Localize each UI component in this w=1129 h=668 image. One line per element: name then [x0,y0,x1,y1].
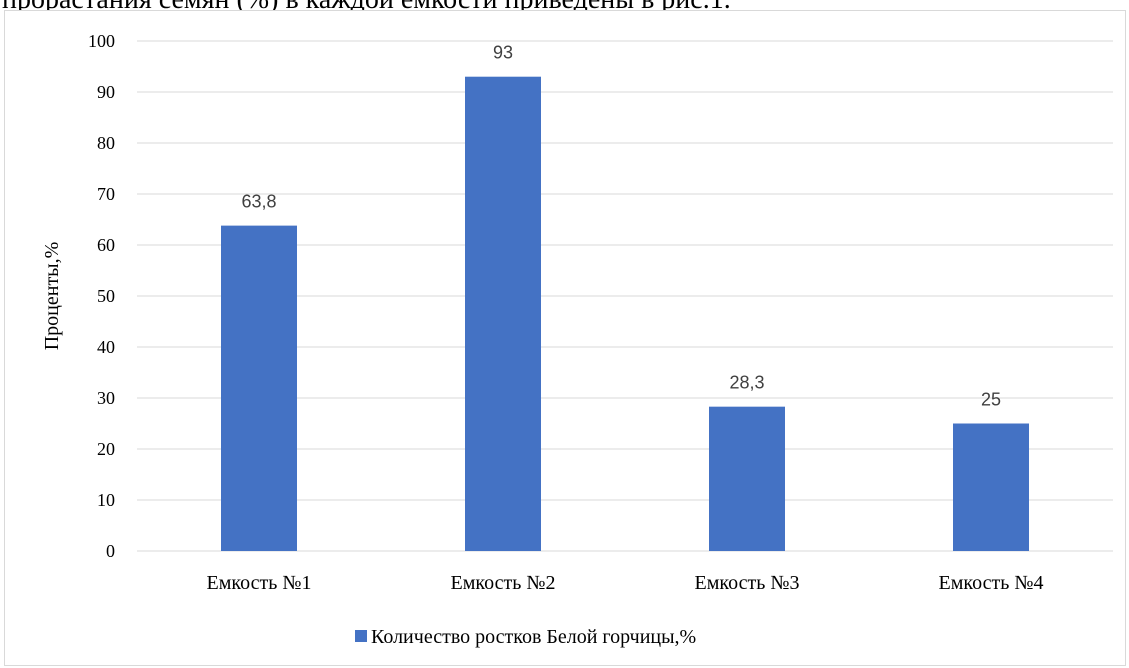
bar-4 [953,423,1029,551]
category-label-2: Емкость №2 [451,572,556,594]
y-tick-label: 80 [97,133,115,153]
data-labels: 63,8 93 28,3 25 [241,43,1001,410]
data-label-2: 93 [493,43,513,63]
y-tick-label: 30 [97,388,115,408]
y-tick-label: 90 [97,82,115,102]
category-label-3: Емкость №3 [695,572,800,594]
y-tick-label: 20 [97,439,115,459]
y-tick-label: 0 [106,541,115,561]
y-axis-ticks: 0 10 20 30 40 50 60 70 80 90 100 [88,31,115,561]
data-label-1: 63,8 [241,192,276,212]
gridlines [137,40,1113,552]
category-label-4: Емкость №4 [939,572,1044,594]
data-label-3: 28,3 [729,373,764,393]
x-axis-categories: Емкость №1 Емкость №2 Емкость №3 Емкость №4 [207,572,1044,594]
category-label-1: Емкость №1 [207,572,312,594]
y-tick-label: 10 [97,490,115,510]
bar-1 [221,225,297,551]
legend: Количество ростков Белой горчицы,% [355,626,696,648]
y-tick-label: 50 [97,286,115,306]
y-tick-label: 40 [97,337,115,357]
legend-swatch [355,630,367,642]
y-axis-title: Проценты,% [41,242,63,351]
bar-2 [465,76,541,551]
chart-frame [4,10,1126,666]
legend-label: Количество ростков Белой горчицы,% [371,626,696,648]
bar-3 [709,406,785,551]
y-tick-label: 60 [97,235,115,255]
y-tick-label: 70 [97,184,115,204]
y-tick-label: 100 [88,31,115,51]
bars [221,76,1029,551]
data-label-4: 25 [981,390,1001,410]
